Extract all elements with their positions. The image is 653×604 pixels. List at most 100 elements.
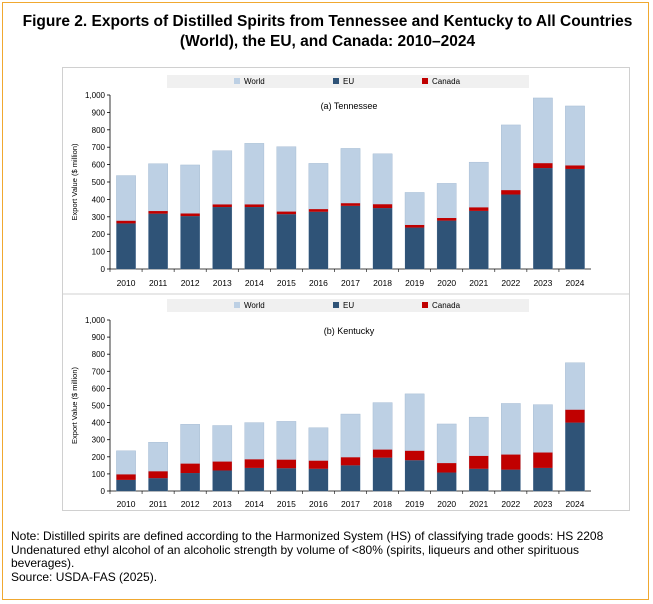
panel-2-x-tick-label-2024: 2024 xyxy=(566,499,585,509)
panel-2-x-tick-label-2016: 2016 xyxy=(309,499,328,509)
source-line: Source: USDA-FAS (2025). xyxy=(11,569,158,584)
panel-2-legend-swatch-canada xyxy=(422,302,428,308)
panel-2-legend-label-eu: EU xyxy=(343,301,354,310)
charts-svg: World EU Canada 0 100 200 300 400 500 600 700 800 90… xyxy=(63,75,629,509)
panel-1-x-tick-label-2017: 2017 xyxy=(341,278,360,288)
panel-1-bar-canada-2022 xyxy=(501,190,521,195)
panel-2-y-tick-label: 400 xyxy=(92,419,106,428)
panel-2-y-tick-label: 800 xyxy=(92,350,106,359)
panel-2-bar-canada-2020 xyxy=(437,463,457,473)
panel-1-y-tick-label: 0 xyxy=(101,265,106,274)
panel-2-y-tick-label: 200 xyxy=(92,453,106,462)
panel-2-y-tick-label: 600 xyxy=(92,384,106,393)
panel-1-bar-canada-2015 xyxy=(276,211,296,215)
panel-1-y-tick-label: 200 xyxy=(92,230,106,239)
panel-1-bar-eu-2011 xyxy=(148,213,168,269)
panel-1-legend-swatch-world xyxy=(234,78,240,84)
panel-1-legend-label-world: World xyxy=(244,77,265,86)
panel-2-bar-canada-2021 xyxy=(469,455,489,469)
panel-2-bar-eu-2022 xyxy=(501,469,521,491)
panel-2-bar-canada-2023 xyxy=(533,452,553,468)
panel-1-x-tick-label-2016: 2016 xyxy=(309,278,328,288)
panel-2-bar-canada-2015 xyxy=(276,459,296,469)
panel-2-bar-canada-2022 xyxy=(501,454,521,470)
panel-1-legend-band xyxy=(167,75,529,88)
panel-2-x-tick-label-2010: 2010 xyxy=(117,499,136,509)
panel-2-bar-eu-2018 xyxy=(372,457,393,491)
panel-1-bar-eu-2010 xyxy=(116,223,136,269)
panel-1-x-tick-label-2012: 2012 xyxy=(181,278,200,288)
panel-2-x-tick-label-2012: 2012 xyxy=(181,499,200,509)
panel-2-bar-canada-2018 xyxy=(372,449,393,458)
panel-1-bar-eu-2019 xyxy=(405,227,425,269)
panel-1-x-tick-label-2010: 2010 xyxy=(117,278,136,288)
panel-2-bar-canada-2024 xyxy=(565,409,585,423)
panel-1-bar-eu-2023 xyxy=(533,168,553,269)
panel-1-bar-eu-2012 xyxy=(180,216,200,269)
panel-1-bar-canada-2011 xyxy=(148,211,168,214)
panel-1-x-tick-label-2024: 2024 xyxy=(566,278,585,288)
panel-2-bar-canada-2012 xyxy=(180,463,200,474)
panel-1-y-axis-label: Export Value ($ million) xyxy=(70,143,79,220)
note-line-1: Note: Distilled spirits are defined acco… xyxy=(11,529,604,543)
panel-1-legend-label-eu: EU xyxy=(343,77,354,86)
panel-1-x-tick-label-2023: 2023 xyxy=(533,278,552,288)
note-line-2: Undenatured ethyl alcohol of an alcoholi… xyxy=(11,542,579,557)
panel-2-y-tick-label: 0 xyxy=(101,487,106,496)
panel-1-y-tick-label: 800 xyxy=(92,126,106,135)
panel-1-y-tick-label: 1,000 xyxy=(85,91,106,100)
panel-2-bar-eu-2021 xyxy=(469,468,489,491)
panel-2-legend-swatch-world xyxy=(234,302,240,308)
panel-1-y-tick-label: 600 xyxy=(92,161,106,170)
panel-2-bar-canada-2016 xyxy=(308,460,329,469)
panel-1-bar-canada-2023 xyxy=(533,163,553,169)
panel-1-legend-swatch-canada xyxy=(422,78,428,84)
panel-2-bar-canada-2011 xyxy=(148,471,168,479)
panel-2-x-tick-label-2019: 2019 xyxy=(405,499,424,509)
panel-2-x-tick-label-2022: 2022 xyxy=(501,499,520,509)
panel-1-bar-canada-2019 xyxy=(405,224,425,228)
panel-1-x-tick-label-2011: 2011 xyxy=(149,278,168,288)
panel-2-x-tick-label-2018: 2018 xyxy=(373,499,392,509)
panel-2-x-tick-label-2011: 2011 xyxy=(149,499,168,509)
note-line-3: beverages). xyxy=(11,556,75,570)
panel-1-bar-canada-2013 xyxy=(212,204,232,208)
panel-2-y-tick-label: 300 xyxy=(92,436,106,445)
panel-2-x-tick-label-2017: 2017 xyxy=(341,499,360,509)
figure-title: Figure 2. Exports of Distilled Spirits f… xyxy=(22,13,633,50)
panel-1-bar-eu-2014 xyxy=(244,207,264,269)
panel-2-x-tick-label-2013: 2013 xyxy=(213,499,232,509)
panel-2-bar-canada-2010 xyxy=(116,474,136,480)
panel-1-bar-canada-2014 xyxy=(244,204,264,208)
panel-2-bar-eu-2017 xyxy=(340,465,361,491)
panel-1-y-tick-label: 400 xyxy=(92,195,106,204)
panel-2-x-tick-label-2014: 2014 xyxy=(245,499,264,509)
panel-2-legend-label-world: World xyxy=(244,301,265,310)
panel-1-y-tick-label: 900 xyxy=(92,108,106,117)
panel-1-y-tick-label: 300 xyxy=(92,213,106,222)
panel-1-bar-canada-2010 xyxy=(116,220,136,224)
panel-2-y-tick-label: 900 xyxy=(92,333,106,342)
panel-2-y-tick-label: 700 xyxy=(92,367,106,376)
panel-1-legend-label-canada: Canada xyxy=(432,77,461,86)
panel-1-bar-eu-2024 xyxy=(565,168,585,269)
panel-2-y-tick-label: 100 xyxy=(92,470,106,479)
panel-2-bar-canada-2014 xyxy=(244,459,264,468)
panel-1-bar-eu-2015 xyxy=(276,214,296,269)
panel-1-bar-canada-2024 xyxy=(565,165,585,169)
panel-1-bar-eu-2021 xyxy=(469,210,489,269)
panel-2-bar-canada-2017 xyxy=(340,457,361,466)
panel-2-x-tick-label-2020: 2020 xyxy=(437,499,456,509)
panel-2-bar-eu-2010 xyxy=(116,479,136,491)
panel-2-y-tick-label: 500 xyxy=(92,402,106,411)
panel-1-x-tick-label-2021: 2021 xyxy=(469,278,488,288)
panel-2-legend-swatch-eu xyxy=(333,302,339,308)
panel-2-bar-eu-2016 xyxy=(308,468,329,491)
panel-1-x-tick-label-2018: 2018 xyxy=(373,278,392,288)
panel-1-x-tick-label-2020: 2020 xyxy=(437,278,456,288)
panel-1-y-tick-label: 700 xyxy=(92,143,106,152)
panel-1-bar-canada-2018 xyxy=(372,204,393,209)
panel-1-legend-swatch-eu xyxy=(333,78,339,84)
panel-2-y-axis-label: Export Value ($ million) xyxy=(70,367,79,444)
